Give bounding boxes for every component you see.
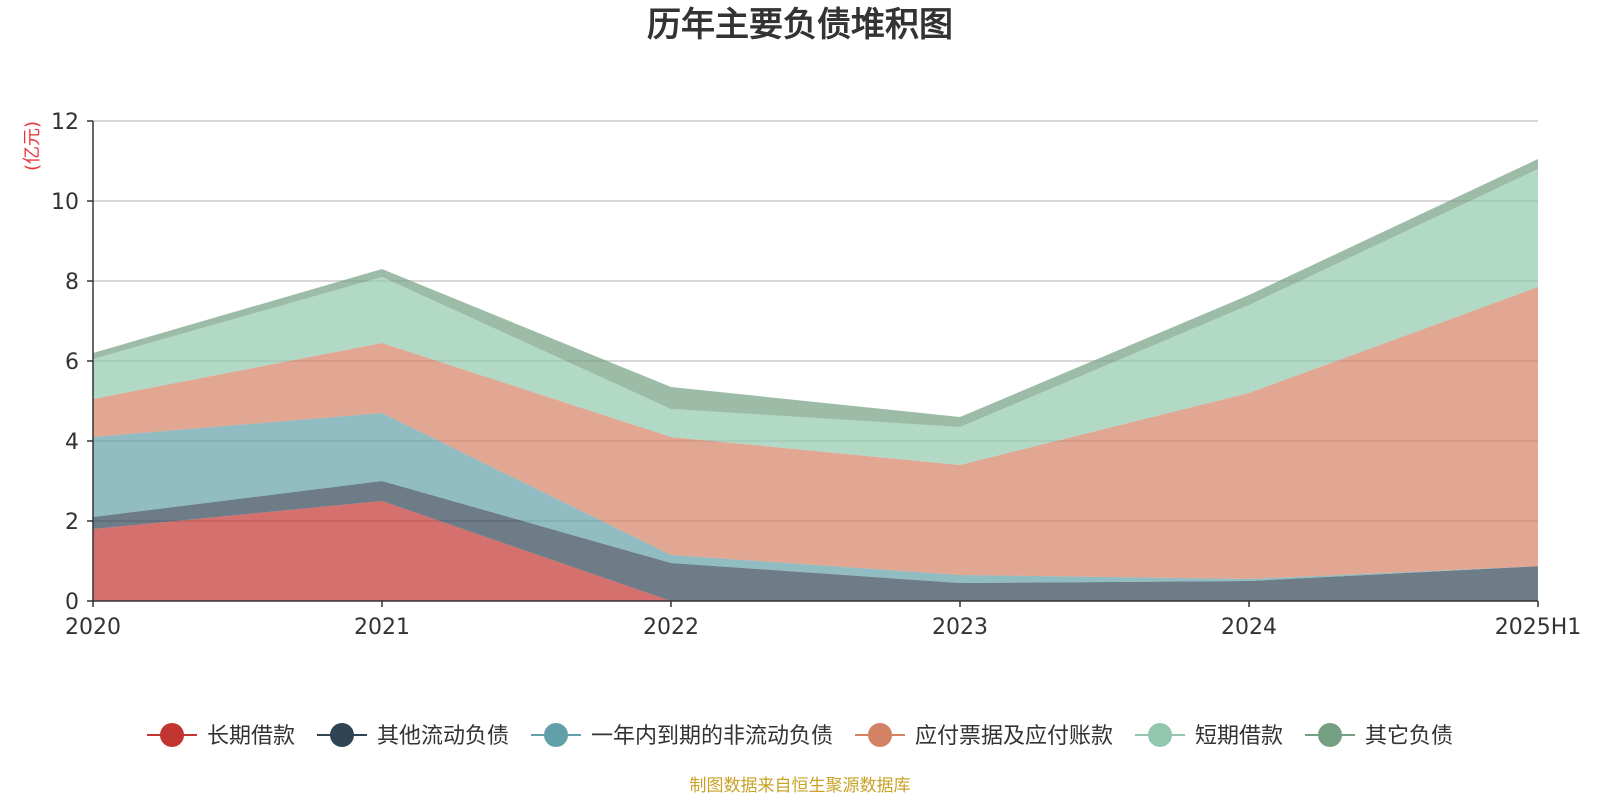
chart-title: 历年主要负债堆积图 <box>647 5 953 45</box>
y-tick-label: 12 <box>51 110 79 135</box>
legend-circle-icon <box>160 723 184 747</box>
legend-label: 长期借款 <box>207 724 295 749</box>
legend: 长期借款 其他流动负债 一年内到期的非流动负债 应付票据及应付账款 短期借款 其它负债 <box>147 723 1453 749</box>
legend-label: 其他流动负债 <box>377 724 509 749</box>
legend-circle-icon <box>868 723 892 747</box>
legend-circle-icon <box>544 723 568 747</box>
series-areas <box>93 159 1538 601</box>
area-series-3 <box>93 413 1538 583</box>
x-tick-label: 2024 <box>1221 615 1277 640</box>
y-tick-label: 0 <box>65 590 79 615</box>
area-series-4 <box>93 287 1538 579</box>
y-tick-label: 2 <box>65 510 79 535</box>
legend-item-1[interactable]: 长期借款 <box>147 723 295 749</box>
legend-item-5[interactable]: 短期借款 <box>1135 723 1283 749</box>
area-series-5 <box>93 169 1538 465</box>
x-tick-label: 2020 <box>65 615 121 640</box>
data-source-note: 制图数据来自恒生聚源数据库 <box>690 776 911 796</box>
legend-label: 一年内到期的非流动负债 <box>591 724 833 749</box>
x-tick-label: 2022 <box>643 615 699 640</box>
y-axis-unit-label: (亿元) <box>22 121 43 171</box>
axes: 0 2 4 6 8 10 12 2020 2021 2022 2023 2024 2025H1 <box>51 110 1581 640</box>
legend-label: 其它负债 <box>1365 724 1453 749</box>
legend-circle-icon <box>1148 723 1172 747</box>
legend-item-3[interactable]: 一年内到期的非流动负债 <box>531 723 833 749</box>
legend-circle-icon <box>330 723 354 747</box>
y-tick-label: 6 <box>65 350 79 375</box>
legend-item-6[interactable]: 其它负债 <box>1305 723 1453 749</box>
y-tick-label: 4 <box>65 430 79 455</box>
x-tick-label: 2023 <box>932 615 988 640</box>
area-series-2 <box>93 481 1538 601</box>
x-tick-label: 2021 <box>354 615 410 640</box>
legend-circle-icon <box>1318 723 1342 747</box>
y-tick-label: 8 <box>65 270 79 295</box>
legend-label: 应付票据及应付账款 <box>915 724 1113 749</box>
legend-item-2[interactable]: 其他流动负债 <box>317 723 509 749</box>
legend-item-4[interactable]: 应付票据及应付账款 <box>855 723 1113 749</box>
legend-label: 短期借款 <box>1195 724 1283 749</box>
y-tick-label: 10 <box>51 190 79 215</box>
x-tick-label: 2025H1 <box>1495 615 1582 640</box>
